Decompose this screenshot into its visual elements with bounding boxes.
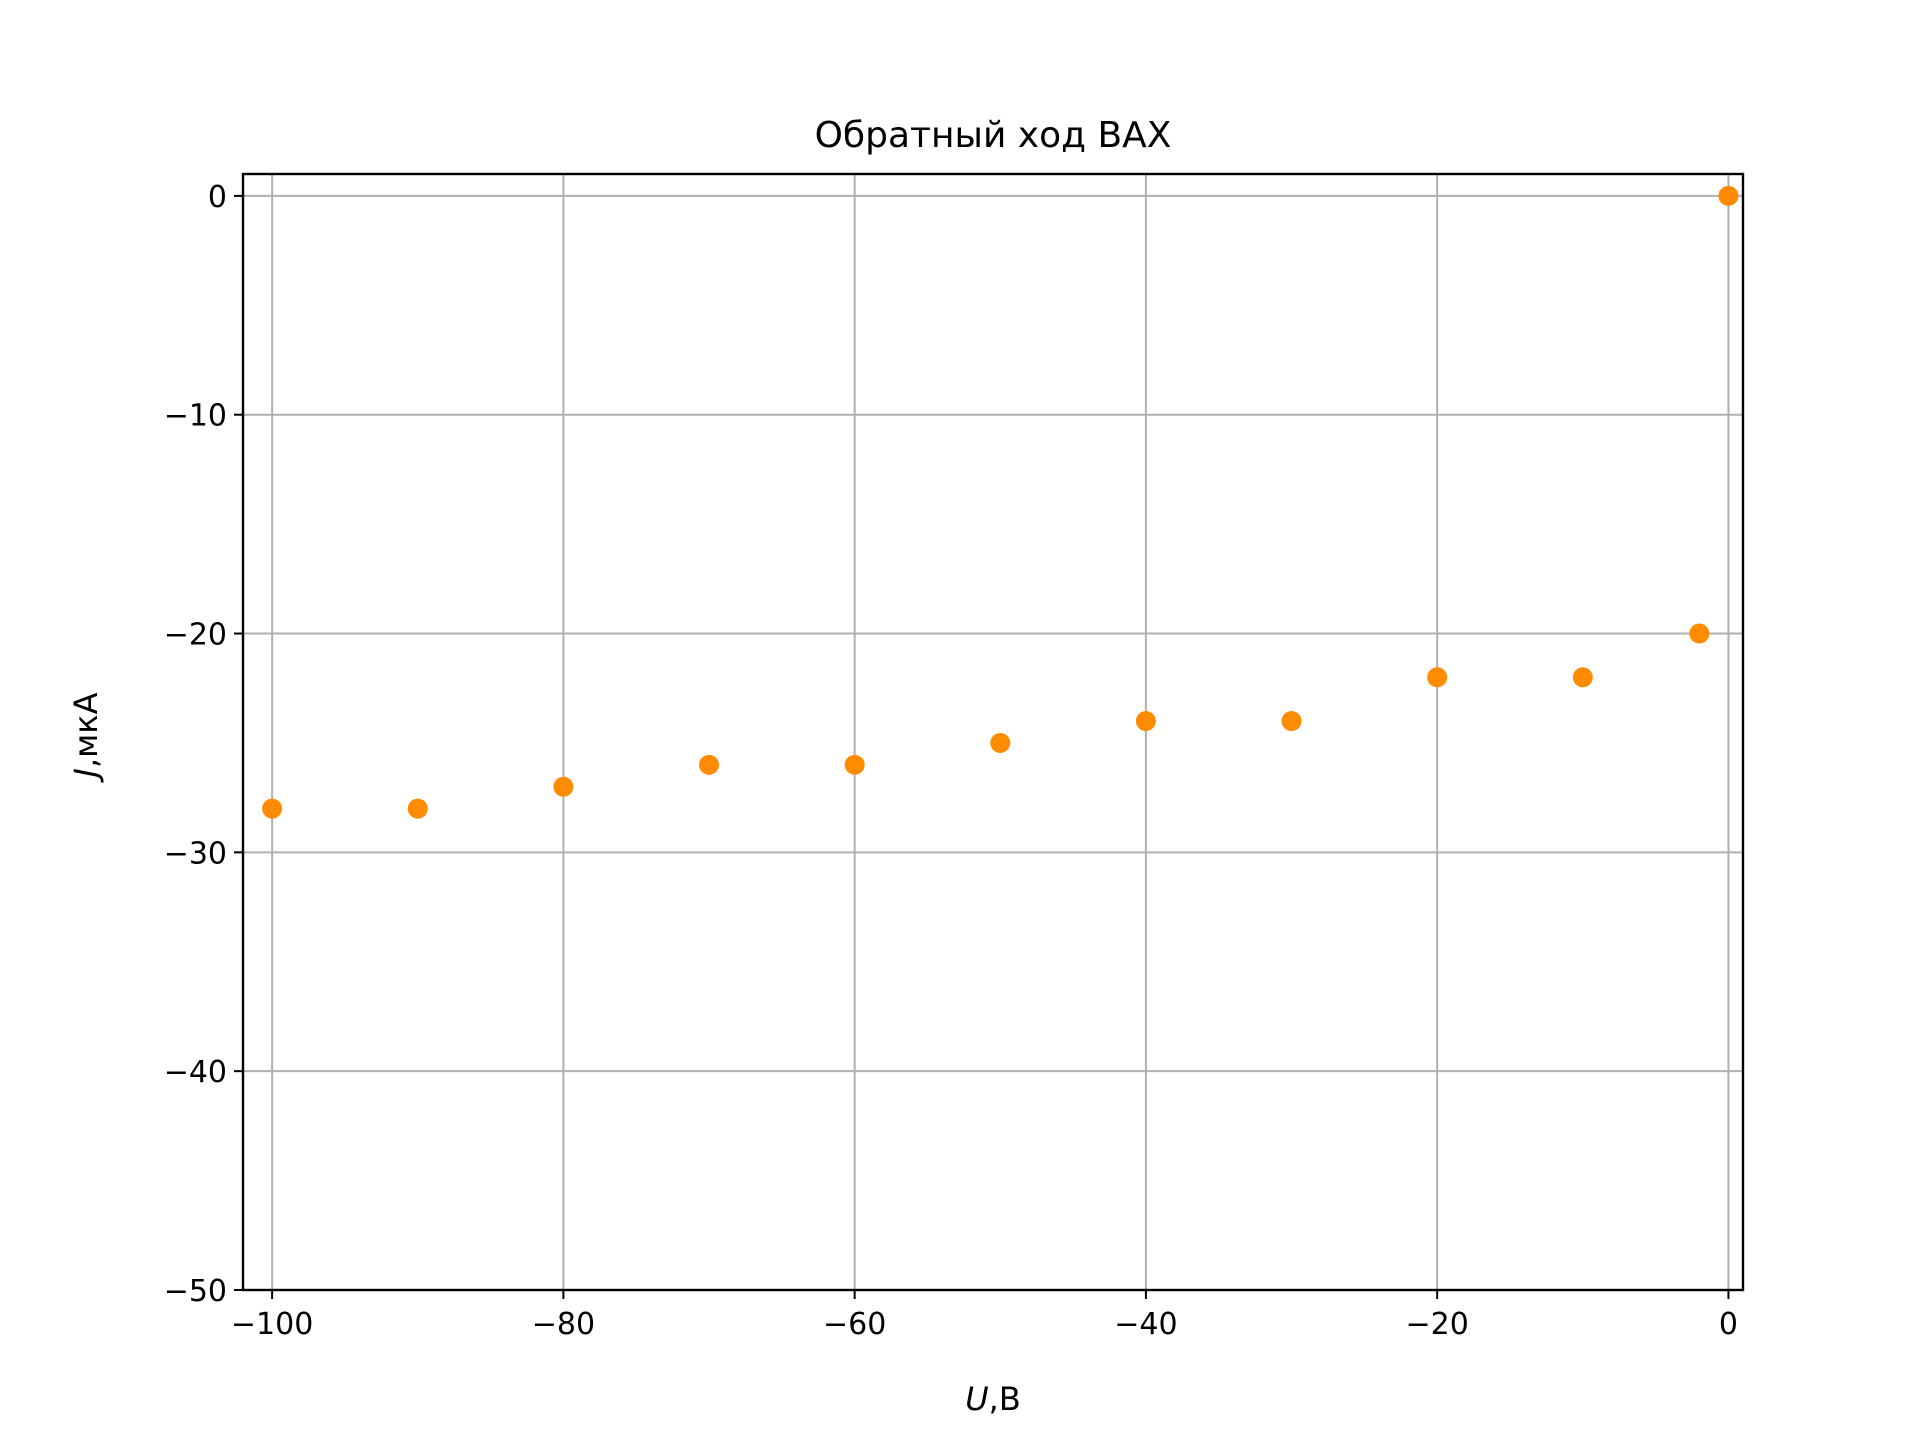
data-point (553, 776, 574, 797)
data-point (407, 798, 428, 819)
x-axis-unit: ,В (989, 1380, 1021, 1418)
data-point (262, 798, 283, 819)
y-tick-label: 0 (208, 180, 227, 215)
data-point (844, 754, 865, 775)
data-point (1427, 667, 1448, 688)
axes-frame (241, 172, 1745, 1292)
x-tick-label: 0 (1719, 1307, 1738, 1342)
y-tick-label: −30 (164, 836, 227, 871)
data-point (1281, 711, 1302, 732)
data-point (699, 754, 720, 775)
y-tick-label: −50 (164, 1274, 227, 1309)
tick-marks (234, 194, 1730, 1299)
y-tick-label: −20 (164, 618, 227, 653)
y-axis-unit: ,мкА (67, 692, 105, 768)
x-tick-label: −80 (532, 1307, 595, 1342)
data-point (1718, 185, 1739, 206)
y-tick-label: −10 (164, 399, 227, 434)
data-points (262, 185, 1739, 819)
x-tick-label: −20 (1406, 1307, 1469, 1342)
data-point (1135, 711, 1156, 732)
data-point (1689, 623, 1710, 644)
y-axis-label: J,мкА (67, 692, 105, 783)
chart-title: Обратный ход ВАХ (815, 115, 1172, 156)
data-point (990, 732, 1011, 753)
tick-labels: −100 −80 −60 −40 −20 0−50−40−30−20−100 (164, 180, 1738, 1342)
x-axis-label: U,В (965, 1380, 1021, 1418)
data-point (1572, 667, 1593, 688)
y-tick-label: −40 (164, 1055, 227, 1090)
x-tick-label: −60 (823, 1307, 886, 1342)
x-axis-variable: U (965, 1380, 988, 1418)
x-tick-label: −100 (231, 1307, 313, 1342)
x-tick-label: −40 (1114, 1307, 1177, 1342)
